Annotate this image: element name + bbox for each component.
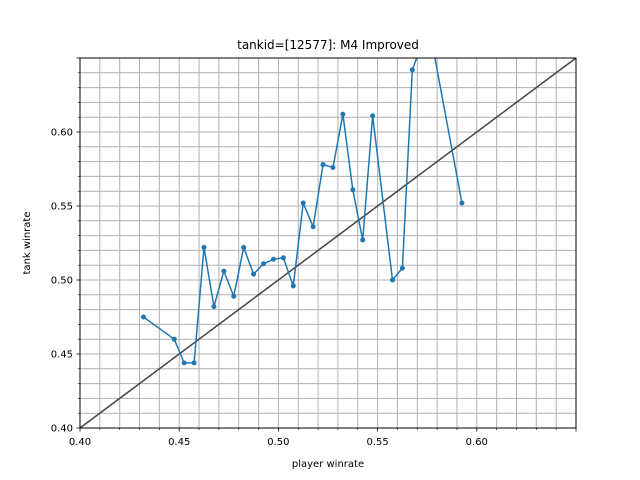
- data-point: [290, 283, 296, 289]
- data-point: [191, 360, 197, 366]
- data-point: [350, 187, 356, 193]
- data-point: [231, 293, 237, 299]
- x-tick-label: 0.55: [366, 437, 388, 448]
- series-layer: [140, 58, 465, 366]
- data-point: [280, 255, 286, 261]
- data-point: [459, 200, 465, 206]
- data-point: [270, 256, 276, 262]
- series-line: [143, 58, 463, 364]
- data-point: [320, 162, 326, 168]
- y-tick-label: 0.45: [51, 350, 73, 361]
- plot-frame: [79, 57, 577, 429]
- data-point: [360, 237, 366, 243]
- y-tick-label: 0.55: [51, 202, 73, 213]
- grid: [79, 57, 577, 429]
- x-axis-label: player winrate: [292, 459, 364, 470]
- data-point: [171, 336, 177, 342]
- reference-line: [79, 57, 577, 429]
- x-tick-label: 0.40: [69, 437, 91, 448]
- data-point: [330, 165, 336, 171]
- x-tick-label: 0.60: [466, 437, 488, 448]
- data-point: [399, 265, 405, 271]
- data-point: [140, 314, 146, 320]
- reference-line-layer: [79, 57, 577, 429]
- x-tick-label: 0.50: [267, 437, 289, 448]
- x-tick-label: 0.45: [168, 437, 190, 448]
- data-point: [310, 224, 316, 230]
- chart-title: tankid=[12577]: M4 Improved: [237, 38, 419, 52]
- y-tick-label: 0.60: [51, 128, 73, 139]
- data-point: [221, 268, 227, 274]
- data-point: [201, 244, 207, 250]
- data-point: [340, 111, 346, 117]
- data-point: [300, 200, 306, 206]
- data-point: [181, 360, 187, 366]
- y-tick-label: 0.50: [51, 276, 73, 287]
- data-point: [370, 113, 376, 119]
- data-point: [261, 261, 267, 267]
- data-point: [389, 277, 395, 283]
- data-point: [409, 67, 415, 73]
- data-point: [251, 271, 257, 277]
- data-point: [241, 244, 247, 250]
- ticks: 0.40 0.45 0.50 0.55 0.60 0.40 0.45 0.50 0.55 0.60: [51, 57, 577, 448]
- data-point: [211, 304, 217, 310]
- series-group: [140, 58, 465, 366]
- y-tick-label: 0.40: [51, 424, 73, 435]
- y-axis-label: tank winrate: [22, 212, 33, 275]
